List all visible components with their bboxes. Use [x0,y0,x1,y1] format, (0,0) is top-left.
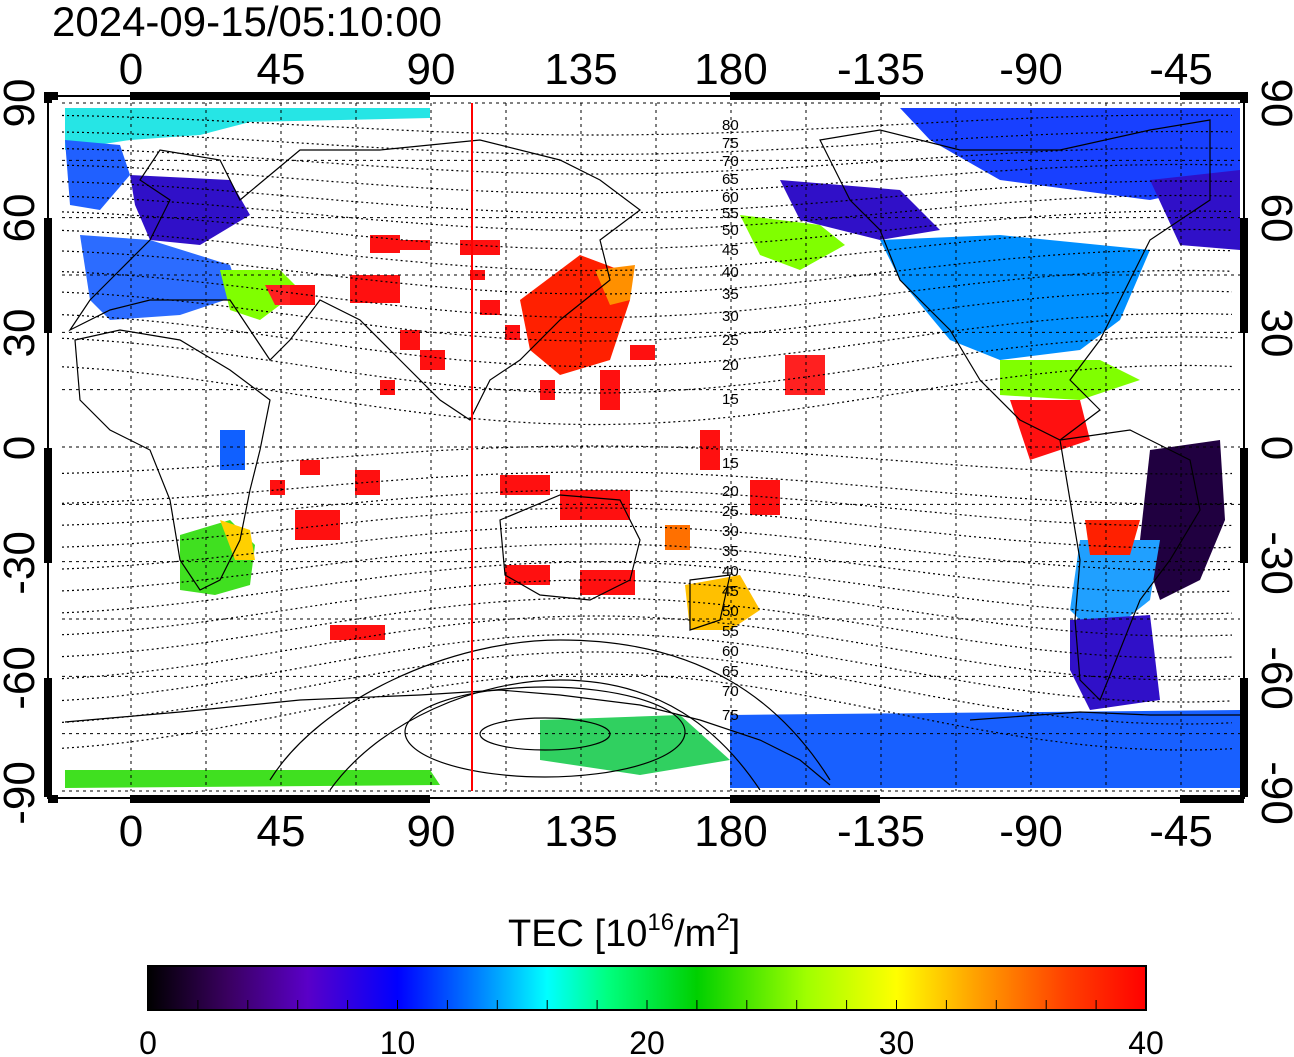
tec-region-east-africa [220,430,245,470]
tec-region-central-america [1010,400,1090,460]
tec-region-mediterranean [220,270,300,320]
tec-region-antarctic-ross [540,715,730,775]
colorbar-title-sup1: 16 [647,909,674,936]
tec-scatter-australia [500,430,780,595]
colorbar-title-end: ] [730,913,741,955]
lat-label-left: -60 [0,646,44,710]
contour-label: 55 [722,205,739,222]
contour-label: 65 [722,171,739,188]
tec-region-north-america [880,235,1150,360]
tec-region-alaska [740,215,845,270]
contour-label: 35 [722,543,739,560]
lon-label-top: -45 [1149,45,1213,94]
tec-region-europe [80,235,240,320]
tec-region-antarctic-east [730,710,1240,788]
lon-label-bottom: -90 [999,807,1063,856]
lat-label-right: 60 [1252,194,1294,243]
colorbar-title: TEC [1016/m2] [508,909,740,955]
lon-label-bottom: 45 [257,807,306,856]
contour-label: 15 [722,455,739,472]
lon-label-bottom: 90 [407,807,456,856]
contour-label: 55 [722,623,739,640]
contour-labels: 8075706560555045403530252015152025303540… [722,117,739,724]
colorbar-ticks: 0 10 20 30 40 [139,1000,1164,1057]
contour-label: 20 [722,483,739,500]
lat-label-right: 90 [1252,79,1294,128]
tec-region-south-america-east [1140,440,1225,600]
contour-label: 35 [722,286,739,303]
tec-data-layer [65,108,1240,788]
lon-label-top: 90 [407,45,456,94]
tec-region-scandinavia [130,175,250,245]
tec-region-north-atlantic [65,140,130,210]
lon-label-top: 180 [694,45,767,94]
lat-label-left: -90 [0,761,44,825]
tec-region-southern-africa-hot [220,520,255,560]
contour-label: 75 [722,707,739,724]
lon-label-bottom: 135 [544,807,617,856]
lat-label-right: 30 [1252,309,1294,358]
lat-label-right: -30 [1252,531,1294,595]
tec-region-arctic-east [900,108,1240,200]
lon-label-bottom: 0 [119,807,143,856]
contour-label: 40 [722,563,739,580]
contour-label: 15 [722,391,739,408]
tec-region-south-america-band [1070,540,1160,640]
contour-label: 50 [722,222,739,239]
lon-label-top: 45 [257,45,306,94]
lat-label-left: 60 [0,194,44,243]
colorbar-tick-label: 30 [879,1025,915,1057]
tec-region-new-zealand [685,575,760,630]
coastlines [64,119,1240,786]
tec-region-arctic-west [65,108,430,150]
lat-label-right: 0 [1252,436,1294,460]
contour-label: 45 [722,583,739,600]
lat-label-left: 0 [0,436,44,460]
contour-label: 30 [722,523,739,540]
timestamp: 2024-09-15/05:10:00 [52,0,442,45]
lon-label-top: -135 [837,45,925,94]
colorbar-title-sup2: 2 [716,909,729,936]
contour-label: 80 [722,117,739,134]
colorbar-title-main: TEC [10 [508,913,647,955]
contour-label: 60 [722,189,739,206]
lon-label-bottom: -45 [1149,807,1213,856]
colorbar-tick-label: 0 [139,1025,157,1057]
magnetic-contours [62,114,1233,791]
contour-label: 40 [722,264,739,281]
lat-label-left: -30 [0,531,44,595]
contour-label: 20 [722,357,739,374]
lat-label-right: -60 [1252,646,1294,710]
lon-label-bottom: 180 [694,807,767,856]
tec-region-antarctic-west [65,770,440,788]
contour-label: 30 [722,308,739,325]
contour-label: 45 [722,242,739,259]
colorbar-title-mid: /m [674,913,716,955]
contour-label: 70 [722,683,739,700]
lat-label-left: 90 [0,79,44,128]
lon-label-top: 0 [119,45,143,94]
contour-label: 25 [722,332,739,349]
contour-label: 70 [722,153,739,170]
colorbar-tick-label: 10 [380,1025,416,1057]
colorbar-tick-label: 20 [629,1025,665,1057]
contour-label: 60 [722,643,739,660]
contour-label: 25 [722,503,739,520]
lat-label-left: 30 [0,309,44,358]
contour-label: 65 [722,663,739,680]
contour-label: 50 [722,603,739,620]
lon-label-top: 135 [544,45,617,94]
colorbar: TEC [1016/m2] 0 10 20 30 40 [139,909,1164,1057]
contour-label: 75 [722,135,739,152]
lon-label-bottom: -135 [837,807,925,856]
lat-label-right: -90 [1252,761,1294,825]
axis-labels: 0045459090135135180180-135-135-90-90-45-… [0,45,1294,856]
colorbar-tick-label: 40 [1128,1025,1164,1057]
lon-label-top: -90 [999,45,1063,94]
